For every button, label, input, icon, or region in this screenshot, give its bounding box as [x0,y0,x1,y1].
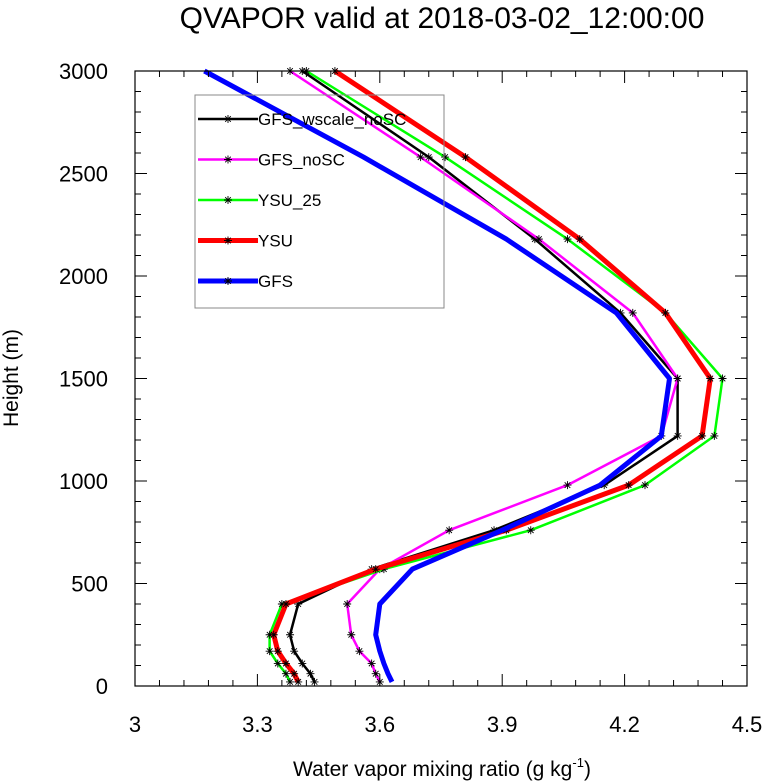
data-point-marker [600,481,609,490]
data-point-marker [294,600,303,608]
legend-label: YSU_25 [258,191,321,210]
y-axis-label: Height (m) [0,329,23,427]
data-point-marker [424,153,433,162]
data-point-marker [371,565,380,574]
data-point-marker [265,647,274,656]
x-axis-label-main: Water vapor mixing ratio (g kg [293,758,572,781]
axis-tick-labels: 3 3.3 3.6 3.9 4.2 4.5 0 500 1000 1500 2000 2500 3000 [59,59,762,737]
data-point-marker [286,630,295,639]
data-point-marker [343,600,352,608]
legend-label: GFS [258,272,293,291]
data-point-marker [290,669,299,678]
data-point-marker [575,235,584,244]
data-point-marker [286,677,295,686]
data-point-marker [367,659,376,668]
data-point-marker [534,235,543,244]
legend-label: GFS_noSC [258,151,345,170]
data-point-marker [281,600,290,608]
series-line [203,68,672,683]
x-tick-label: 3.3 [242,712,273,737]
y-tick-label: 0 [96,674,108,699]
x-tick-label: 4.2 [609,712,640,737]
plot-lines [203,67,727,686]
series-YSU_25 [265,67,727,686]
data-point-marker [347,630,356,639]
legend-marker [224,115,232,123]
data-point-marker [673,431,682,440]
legend-marker [224,155,232,164]
data-point-marker [673,374,682,383]
legend-marker [224,236,232,245]
data-point-marker [526,526,535,535]
y-tick-label: 1500 [59,367,108,392]
legend-marker [224,277,232,285]
data-point-marker [530,235,539,244]
data-point-marker [294,677,303,686]
data-point-marker [355,647,364,656]
legend-box [194,94,445,309]
data-point-marker [698,431,707,440]
data-point-marker [616,308,625,317]
data-point-marker [416,153,425,162]
data-point-marker [563,481,572,490]
data-point-marker [273,659,282,668]
data-point-marker [710,431,719,440]
x-tick-label: 4.5 [732,712,763,737]
data-point-marker [718,374,727,383]
y-tick-label: 2000 [59,264,108,289]
data-point-marker [441,153,450,162]
data-point-marker [371,669,380,678]
x-axis-label: Water vapor mixing ratio (g kg-1) [293,755,591,781]
axis-ticks [134,70,748,687]
series-GFS_wscale_noSC [286,67,682,686]
data-point-marker [706,374,715,383]
legend-label: YSU [258,232,293,251]
data-point-marker [265,630,274,639]
legend: GFS_wscale_noSC GFS_noSC YSU_25 YSU GFS [194,94,445,309]
data-point-marker [281,669,290,678]
x-tick-label: 3 [129,712,141,737]
data-point-marker [461,153,470,162]
data-point-marker [273,647,282,656]
legend-marker [224,196,232,204]
x-axis-label-tail: ) [584,758,591,781]
chart-title: QVAPOR valid at 2018-03-02_12:00:00 [180,2,705,35]
data-point-marker [445,526,454,535]
data-point-marker [310,677,319,686]
data-point-marker [269,630,278,639]
x-axis-label-sup: -1 [572,755,584,770]
data-point-marker [490,526,499,535]
x-tick-label: 3.6 [365,712,396,737]
y-tick-label: 1000 [59,469,108,494]
y-tick-label: 3000 [59,59,108,84]
data-point-marker [298,659,307,668]
data-point-marker [641,481,649,490]
series-GFS [203,68,672,683]
data-point-marker [281,659,290,668]
data-point-marker [290,647,299,656]
data-point-marker [563,235,572,244]
data-point-marker [277,600,286,608]
data-point-marker [306,669,315,678]
data-point-marker [624,481,633,490]
x-tick-label: 3.9 [487,712,518,737]
legend-label: GFS_wscale_noSC [258,110,406,129]
y-tick-label: 2500 [59,162,108,187]
data-point-marker [661,308,670,317]
y-tick-label: 500 [71,572,108,597]
data-point-marker [628,308,637,317]
